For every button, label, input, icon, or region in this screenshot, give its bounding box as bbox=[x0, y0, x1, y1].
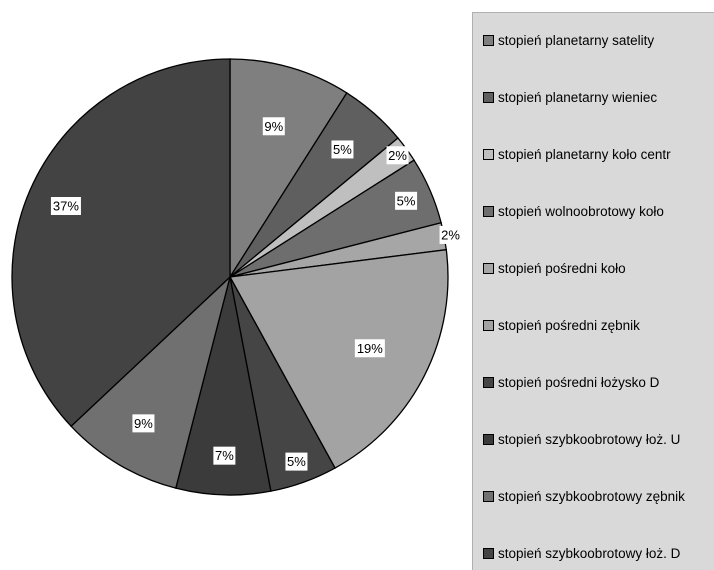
legend-label: stopień pośredni zębnik bbox=[498, 318, 640, 333]
pie-data-label-box bbox=[386, 146, 409, 165]
pie-data-label-text: 5% bbox=[333, 142, 352, 157]
legend-swatch bbox=[483, 320, 494, 331]
pie-data-label: 37% bbox=[50, 197, 81, 216]
pie-data-label-text: 9% bbox=[264, 119, 283, 134]
legend-item: stopień pośredni łożysko D bbox=[483, 375, 659, 390]
legend-item: stopień pośredni zębnik bbox=[483, 318, 640, 333]
pie-slice bbox=[70, 274, 232, 489]
pie-slices bbox=[11, 58, 449, 496]
pie-data-label-text: 19% bbox=[357, 341, 383, 356]
pie-data-label: 9% bbox=[262, 117, 285, 136]
legend-label: stopień szybkoobrotowy zębnik bbox=[498, 489, 685, 504]
legend: stopień planetarny satelity stopień plane… bbox=[472, 12, 714, 570]
pie-data-label-text: 7% bbox=[215, 448, 234, 463]
pie-data-label-text: 2% bbox=[441, 227, 460, 242]
pie-data-label-box bbox=[213, 446, 236, 465]
pie-data-label: 5% bbox=[285, 452, 308, 471]
legend-label: stopień szybkoobrotowy łoż. U bbox=[498, 432, 681, 447]
legend-label: stopień szybkoobrotowy łoż. D bbox=[498, 546, 681, 561]
legend-item: stopień szybkoobrotowy łoż. U bbox=[483, 432, 680, 447]
legend-swatch bbox=[483, 35, 494, 46]
legend-label: stopień planetarny wieniec bbox=[498, 90, 658, 105]
pie-data-label-text: 5% bbox=[287, 454, 306, 469]
legend-item: stopień wolnoobrotowy koło bbox=[483, 204, 664, 219]
legend-label: stopień pośredni koło bbox=[498, 261, 626, 276]
pie-data-label: 2% bbox=[386, 146, 409, 165]
pie-data-labels: 9% 5% 2% 5% 2% 19% 5% 7% 9% 37% bbox=[50, 117, 462, 471]
pie-data-label: 7% bbox=[213, 446, 236, 465]
legend-swatch bbox=[483, 434, 494, 445]
legend-swatch bbox=[483, 377, 494, 388]
legend-swatch bbox=[483, 92, 494, 103]
legend-label: stopień planetarny koło centr bbox=[498, 147, 671, 162]
pie-data-label-text: 5% bbox=[397, 193, 416, 208]
legend-item: stopień planetarny wieniec bbox=[483, 90, 657, 105]
pie-data-label-box bbox=[439, 225, 462, 244]
pie-data-label: 5% bbox=[331, 140, 354, 159]
pie-data-label: 2% bbox=[439, 225, 462, 244]
legend-label: stopień pośredni łożysko D bbox=[498, 375, 660, 390]
pie-data-label-text: 2% bbox=[388, 148, 407, 163]
legend-swatch bbox=[483, 491, 494, 502]
pie-slice bbox=[228, 248, 449, 469]
pie-data-label-box bbox=[331, 140, 354, 159]
pie-slice bbox=[229, 58, 348, 280]
pie-data-label-box bbox=[285, 452, 308, 471]
pie-data-label: 19% bbox=[354, 339, 385, 358]
legend-swatch bbox=[483, 206, 494, 217]
legend-item: stopień szybkoobrotowy zębnik bbox=[483, 489, 685, 504]
legend-swatch bbox=[483, 548, 494, 559]
pie-data-label-box bbox=[132, 414, 155, 433]
pie-data-label-box bbox=[50, 197, 81, 216]
pie-data-label: 9% bbox=[132, 414, 155, 433]
legend-item: stopień szybkoobrotowy łoż. D bbox=[483, 546, 680, 561]
legend-swatch bbox=[483, 149, 494, 160]
legend-item: stopień planetarny satelity bbox=[483, 33, 654, 48]
pie-data-label-box bbox=[354, 339, 385, 358]
legend-label: stopień planetarny satelity bbox=[498, 33, 655, 48]
legend-item: stopień pośredni koło bbox=[483, 261, 626, 276]
pie-data-label-text: 37% bbox=[53, 199, 79, 214]
pie-slice bbox=[11, 58, 231, 428]
pie-data-label-text: 9% bbox=[134, 416, 153, 431]
pie-data-label-box bbox=[262, 117, 285, 136]
legend-item: stopień planetarny koło centr bbox=[483, 147, 671, 162]
pie-data-label: 5% bbox=[395, 191, 418, 210]
legend-swatch bbox=[483, 263, 494, 274]
legend-label: stopień wolnoobrotowy koło bbox=[498, 204, 664, 219]
pie-data-label-box bbox=[395, 191, 418, 210]
